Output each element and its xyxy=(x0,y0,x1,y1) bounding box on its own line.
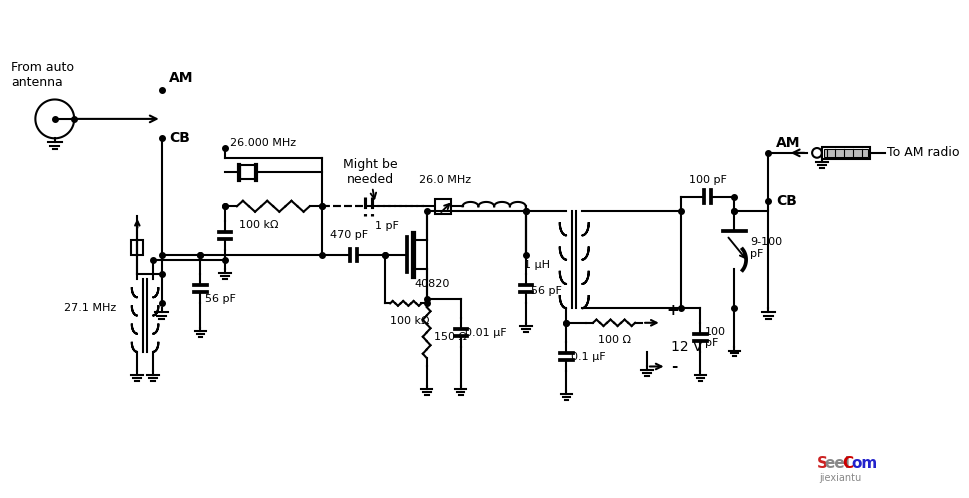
Text: 100 Ω: 100 Ω xyxy=(597,336,630,346)
Text: 150 Ω: 150 Ω xyxy=(434,332,467,342)
Text: 100 pF: 100 pF xyxy=(688,175,726,185)
Text: 56 pF: 56 pF xyxy=(530,286,561,296)
Text: jiexiantu: jiexiantu xyxy=(818,473,860,483)
Text: AM: AM xyxy=(170,71,194,85)
Text: 1 μH: 1 μH xyxy=(523,259,549,269)
Text: 26.000 MHz: 26.000 MHz xyxy=(230,138,296,148)
Text: CB: CB xyxy=(775,194,797,209)
Text: 100 kΩ: 100 kΩ xyxy=(239,220,278,230)
Text: 26.0 MHz: 26.0 MHz xyxy=(419,175,471,185)
Text: eel: eel xyxy=(824,456,850,471)
Text: C: C xyxy=(841,456,853,471)
Text: From auto
antenna: From auto antenna xyxy=(11,61,74,89)
Text: -: - xyxy=(671,359,677,374)
Text: Might be
needed: Might be needed xyxy=(343,158,397,186)
Bar xyxy=(132,240,143,255)
Text: 56 pF: 56 pF xyxy=(205,293,235,303)
Text: AM: AM xyxy=(775,136,799,150)
Bar xyxy=(435,199,451,214)
Text: S: S xyxy=(816,456,828,471)
Text: om: om xyxy=(850,456,876,471)
Text: 0.01 μF: 0.01 μF xyxy=(465,328,507,338)
Text: 40820: 40820 xyxy=(414,279,449,289)
Text: 0.1 μF: 0.1 μF xyxy=(571,352,606,362)
Text: 27.1 MHz: 27.1 MHz xyxy=(64,303,116,313)
Text: To AM radio: To AM radio xyxy=(886,146,958,159)
Bar xyxy=(823,149,867,157)
Text: 12 V: 12 V xyxy=(671,340,703,354)
Text: 9-100
pF: 9-100 pF xyxy=(749,237,781,259)
Text: CB: CB xyxy=(170,131,190,145)
Text: 1 pF: 1 pF xyxy=(375,221,398,231)
Text: 100 kΩ: 100 kΩ xyxy=(390,316,429,326)
Text: 100
pF: 100 pF xyxy=(704,327,726,348)
Bar xyxy=(821,147,869,159)
Text: +: + xyxy=(666,303,678,318)
Bar xyxy=(240,165,256,179)
Text: 470 pF: 470 pF xyxy=(329,230,367,240)
